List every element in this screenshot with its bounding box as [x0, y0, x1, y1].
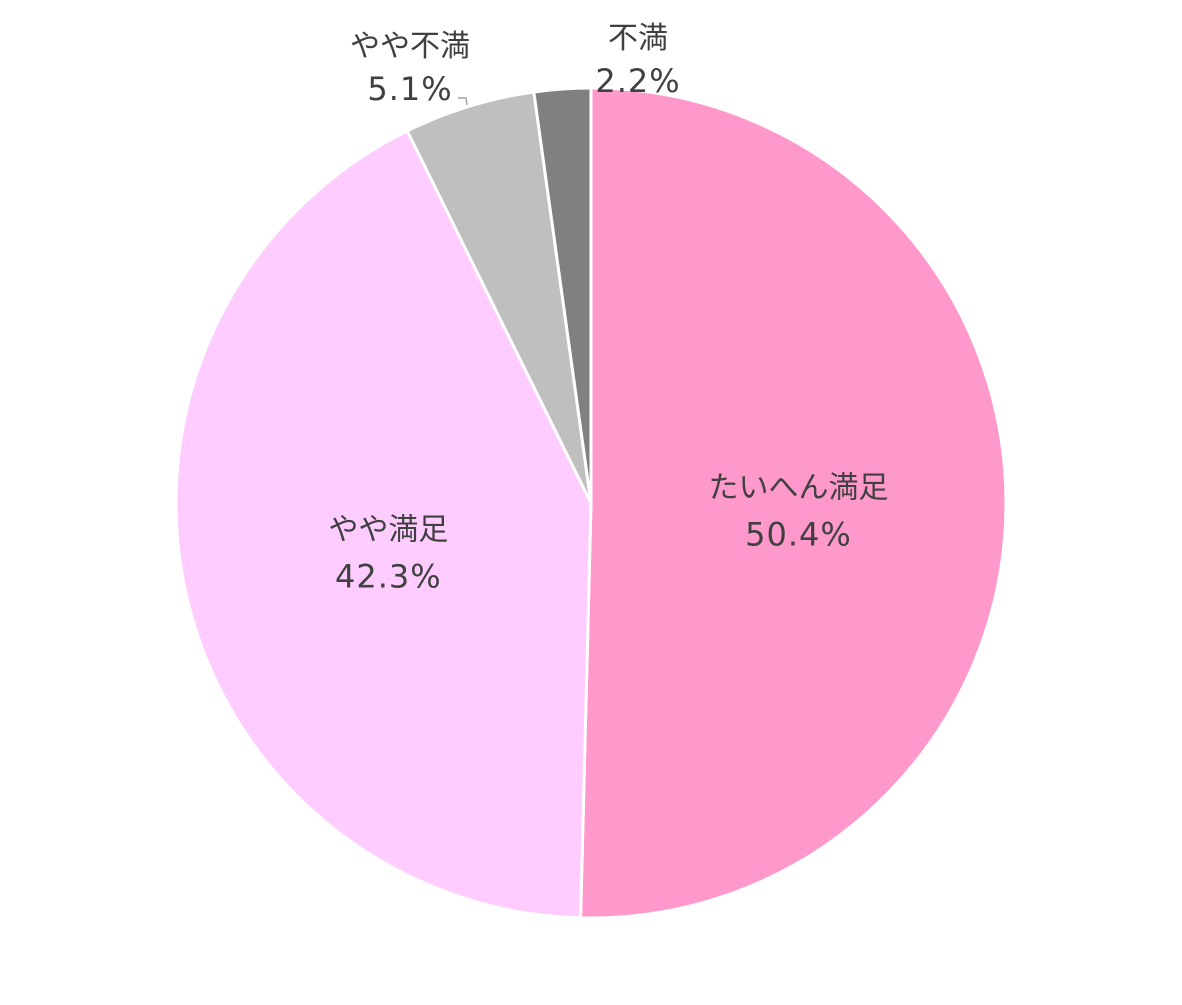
slice-label-dissatisfied: 不満	[608, 21, 668, 56]
slice-value-somewhat-satisfied: 42.3%	[335, 558, 442, 596]
leader-lines	[458, 97, 468, 106]
slice-label-somewhat-dissatisfied: やや不満	[350, 29, 470, 64]
slice-value-very-satisfied: 50.4%	[745, 516, 852, 554]
pie-slice-somewhat-satisfied	[174, 129, 593, 920]
leader-line-somewhat-dissatisfied	[458, 97, 468, 106]
slice-label-somewhat-satisfied: やや満足	[328, 513, 448, 548]
pie-slice-very-satisfied	[579, 86, 1008, 920]
slice-label-very-satisfied: たいへん満足	[708, 471, 888, 506]
slice-value-somewhat-dissatisfied: 5.1%	[367, 70, 452, 108]
slice-value-dissatisfied: 2.2%	[595, 62, 680, 100]
pie-labels: たいへん満足 50.4% やや満足 42.3% やや不満 5.1% 不満 2.2%	[328, 21, 888, 596]
pie-slices	[174, 86, 1008, 920]
pie-slice-dissatisfied	[532, 86, 593, 505]
